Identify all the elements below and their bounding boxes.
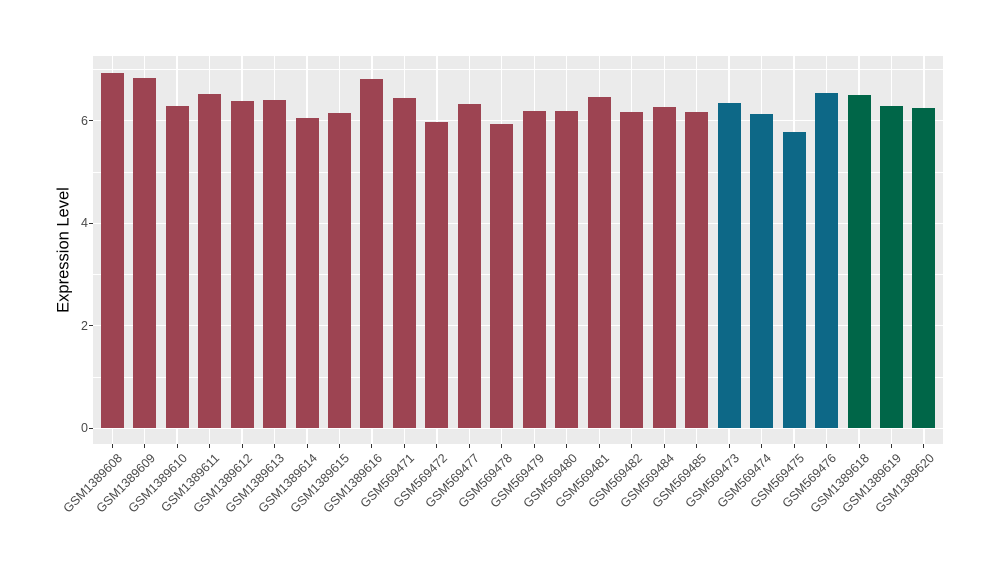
x-tick-mark xyxy=(663,444,665,448)
y-tick-label: 0 xyxy=(81,421,88,436)
bar-GSM569480 xyxy=(555,110,579,429)
bar-GSM1389611 xyxy=(198,93,222,429)
x-tick-mark xyxy=(241,444,243,448)
bar-GSM569475 xyxy=(782,132,806,429)
x-tick-mark xyxy=(501,444,503,448)
gridline-y-major xyxy=(93,222,943,224)
x-tick-mark xyxy=(598,444,600,448)
bar-GSM1389609 xyxy=(133,77,157,429)
x-tick-mark xyxy=(436,444,438,448)
x-tick-mark xyxy=(890,444,892,448)
y-axis-title: Expression Level xyxy=(54,187,73,313)
y-tick-mark xyxy=(89,222,93,224)
x-tick-mark xyxy=(793,444,795,448)
x-tick-mark xyxy=(826,444,828,448)
bar-GSM1389616 xyxy=(360,79,384,429)
y-tick-mark xyxy=(89,427,93,429)
y-tick-mark xyxy=(89,120,93,122)
bar-GSM569476 xyxy=(815,92,839,429)
bar-GSM569477 xyxy=(457,104,481,429)
x-tick-mark xyxy=(858,444,860,448)
gridline-y-minor xyxy=(93,376,943,378)
bar-GSM569478 xyxy=(490,123,514,429)
bar-GSM1389615 xyxy=(327,112,351,429)
x-tick-mark xyxy=(371,444,373,448)
x-tick-mark xyxy=(144,444,146,448)
x-tick-mark xyxy=(631,444,633,448)
bar-GSM569482 xyxy=(620,111,644,429)
x-tick-mark xyxy=(111,444,113,448)
x-tick-mark xyxy=(338,444,340,448)
x-tick-label: GSM1389620 xyxy=(872,451,937,516)
bar-GSM1389608 xyxy=(100,73,124,429)
bar-GSM569485 xyxy=(685,112,709,429)
plot-panel xyxy=(93,56,943,444)
y-tick-mark xyxy=(89,325,93,327)
x-tick-mark xyxy=(696,444,698,448)
bar-GSM569473 xyxy=(717,102,741,429)
bar-GSM1389613 xyxy=(263,99,287,429)
x-tick-mark xyxy=(533,444,535,448)
x-tick-mark xyxy=(923,444,925,448)
bar-GSM569484 xyxy=(652,107,676,429)
y-tick-label: 2 xyxy=(81,318,88,333)
x-tick-mark xyxy=(274,444,276,448)
x-tick-mark xyxy=(403,444,405,448)
bar-GSM1389614 xyxy=(295,118,319,429)
bar-GSM1389610 xyxy=(165,105,189,429)
gridline-y-minor xyxy=(93,171,943,173)
bar-GSM1389612 xyxy=(230,101,254,429)
bar-GSM1389620 xyxy=(912,107,936,429)
bar-GSM569472 xyxy=(425,122,449,429)
bar-GSM569479 xyxy=(522,110,546,429)
x-tick-mark xyxy=(468,444,470,448)
bar-GSM1389618 xyxy=(847,95,871,429)
gridline-y-major xyxy=(93,427,943,429)
gridline-y-major xyxy=(93,325,943,327)
gridline-y-minor xyxy=(93,68,943,70)
x-tick-mark xyxy=(728,444,730,448)
gridline-y-major xyxy=(93,119,943,122)
bar-GSM569471 xyxy=(392,98,416,429)
y-tick-label: 6 xyxy=(81,113,88,128)
x-tick-mark xyxy=(176,444,178,448)
bar-GSM569474 xyxy=(750,114,774,429)
y-tick-label: 4 xyxy=(81,216,88,231)
bar-GSM569481 xyxy=(587,97,611,429)
x-tick-mark xyxy=(566,444,568,448)
gridline-y-minor xyxy=(93,274,943,275)
bar-GSM1389619 xyxy=(879,105,903,429)
x-tick-mark xyxy=(761,444,763,448)
x-tick-mark xyxy=(306,444,308,448)
x-tick-mark xyxy=(209,444,211,448)
